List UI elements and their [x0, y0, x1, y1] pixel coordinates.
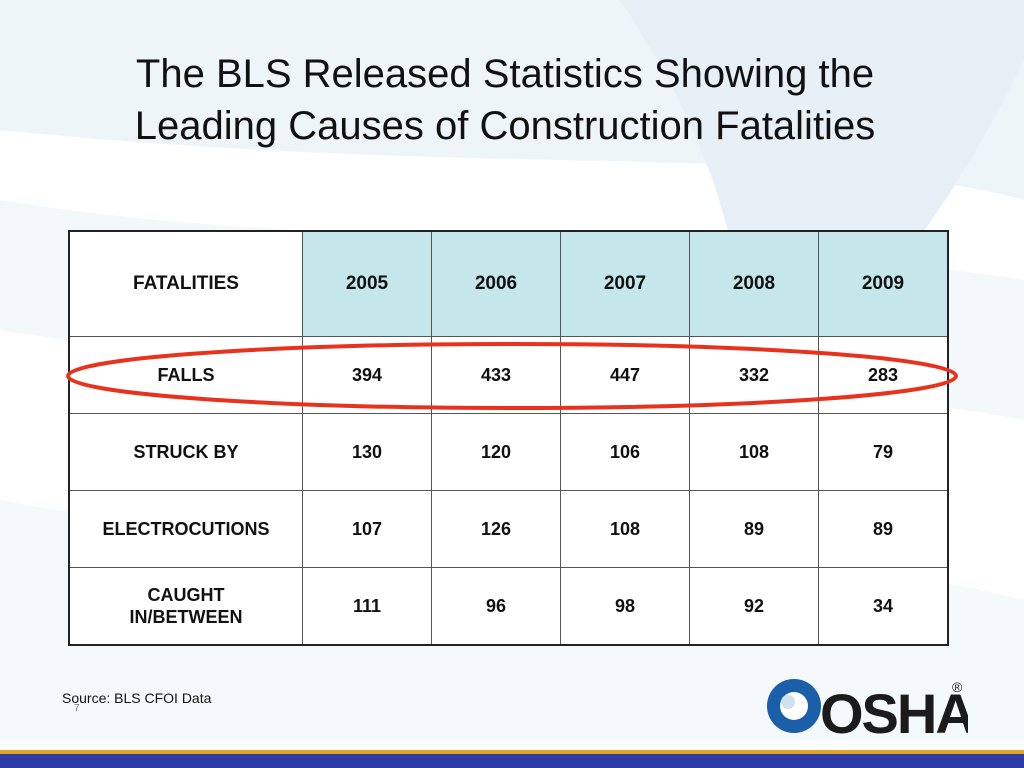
footer-blue-bar: [0, 754, 1024, 768]
table-row-caught-in-between: CAUGHT IN/BETWEEN 111 96 98 92 34: [68, 567, 949, 646]
table-cell: 107: [302, 490, 432, 568]
table-cell: 98: [560, 567, 690, 646]
header-year-2006: 2006: [431, 230, 561, 337]
table-cell: 34: [818, 567, 949, 646]
osha-logo-highlight: [781, 695, 795, 709]
slide-title: The BLS Released Statistics Showing the …: [40, 48, 970, 152]
table-cell: 120: [431, 413, 561, 491]
osha-logo-mark: ®: [952, 679, 963, 695]
row-label: ELECTROCUTIONS: [68, 490, 303, 568]
fatalities-table: FATALITIES 2005 2006 2007 2008 2009 FALL…: [68, 230, 949, 646]
header-year-2009: 2009: [818, 230, 949, 337]
row-label: STRUCK BY: [68, 413, 303, 491]
table-cell: 394: [302, 336, 432, 414]
footer-bars: [0, 740, 1024, 768]
header-year-2008: 2008: [689, 230, 819, 337]
table-header-row: FATALITIES 2005 2006 2007 2008 2009: [68, 230, 949, 337]
table-cell: 126: [431, 490, 561, 568]
table-cell: 96: [431, 567, 561, 646]
title-line-2: Leading Causes of Construction Fatalitie…: [134, 104, 876, 148]
table-row-electrocutions: ELECTROCUTIONS 107 126 108 89 89: [68, 490, 949, 568]
osha-logo: OSHA ®: [767, 679, 968, 740]
table-cell: 92: [689, 567, 819, 646]
table-cell: 332: [689, 336, 819, 414]
table-row-struck-by: STRUCK BY 130 120 106 108 79: [68, 413, 949, 491]
row-label: CAUGHT IN/BETWEEN: [68, 567, 303, 646]
table-cell: 447: [560, 336, 690, 414]
title-line-1: The BLS Released Statistics Showing the: [135, 52, 875, 96]
table-cell: 108: [689, 413, 819, 491]
table-cell: 106: [560, 413, 690, 491]
table-cell: 89: [818, 490, 949, 568]
row-label-line-2: IN/BETWEEN: [129, 607, 243, 627]
table-cell: 283: [818, 336, 949, 414]
footer-gold-bar: [0, 750, 1024, 754]
table-cell: 111: [302, 567, 432, 646]
table-cell: 79: [818, 413, 949, 491]
header-fatalities: FATALITIES: [68, 230, 303, 337]
table-cell: 89: [689, 490, 819, 568]
osha-logo-text: OSHA: [820, 682, 968, 740]
page-number: 7: [74, 703, 80, 714]
table-cell: 130: [302, 413, 432, 491]
table-cell: 108: [560, 490, 690, 568]
header-year-2007: 2007: [560, 230, 690, 337]
row-label-line-1: CAUGHT: [147, 585, 225, 605]
table-row-falls: FALLS 394 433 447 332 283: [68, 336, 949, 414]
row-label: FALLS: [68, 336, 303, 414]
source-note: Source: BLS CFOI Data: [62, 690, 212, 706]
header-year-2005: 2005: [302, 230, 432, 337]
table-cell: 433: [431, 336, 561, 414]
